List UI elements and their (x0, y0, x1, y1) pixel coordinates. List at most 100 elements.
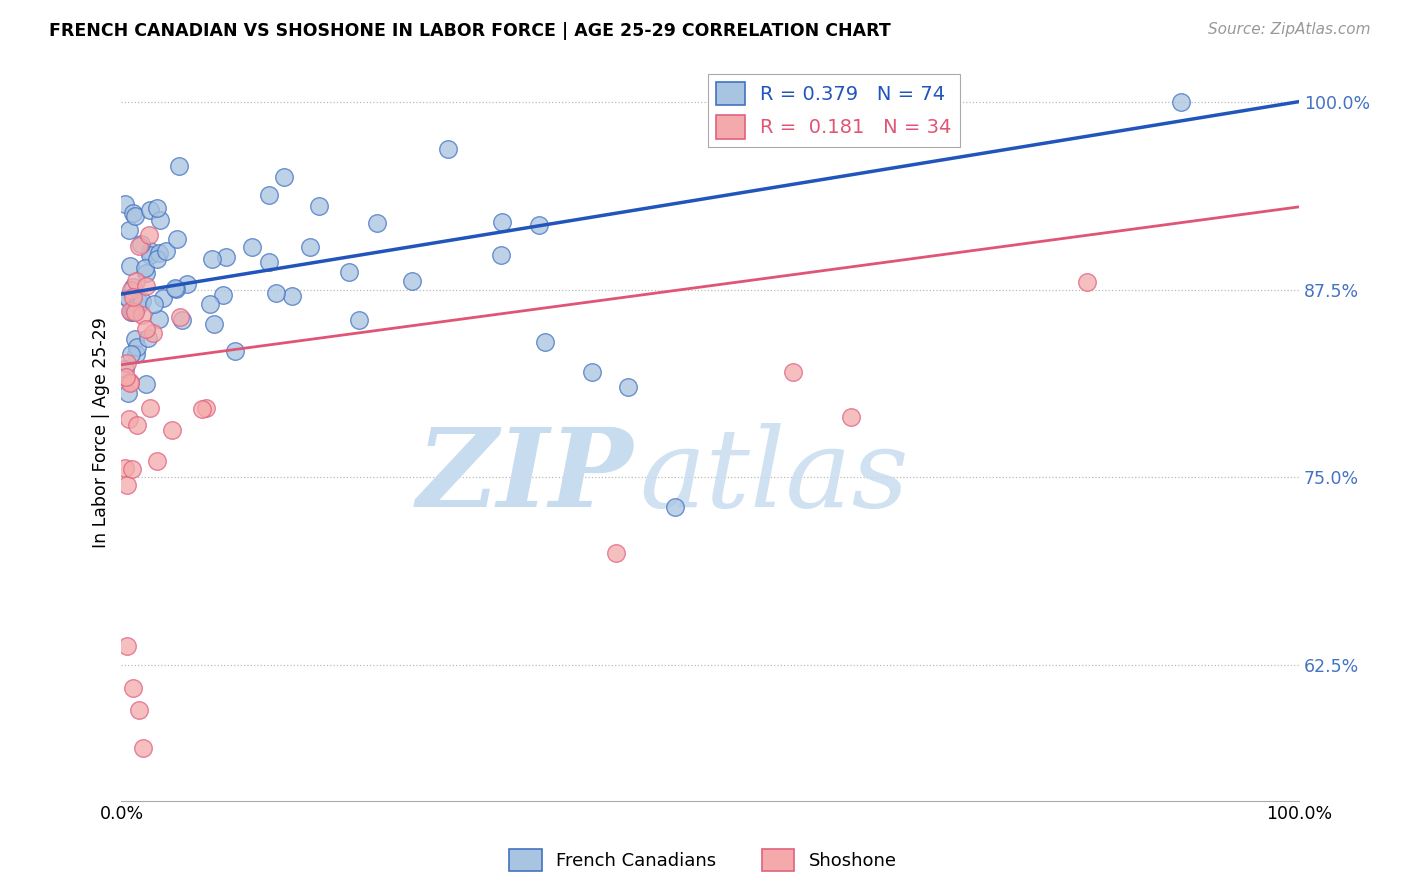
Point (117, 412, 139, 426)
Point (120, 283, 142, 297)
Point (135, 266, 157, 280)
Point (148, 312, 170, 326)
Point (491, 215, 513, 229)
Point (212, 288, 235, 302)
Point (115, 478, 138, 492)
Point (122, 206, 145, 220)
Point (122, 290, 145, 304)
Point (202, 318, 225, 332)
Point (489, 248, 512, 262)
Point (148, 212, 170, 227)
Point (616, 380, 638, 394)
Point (127, 340, 149, 354)
Point (166, 232, 188, 246)
Point (146, 454, 169, 468)
Point (129, 236, 152, 251)
Point (117, 639, 139, 653)
Legend: R = 0.379   N = 74, R =  0.181   N = 34: R = 0.379 N = 74, R = 0.181 N = 34 (707, 74, 959, 146)
Point (146, 252, 169, 267)
Point (136, 331, 159, 345)
Point (148, 245, 170, 260)
Point (163, 281, 186, 295)
Point (134, 261, 156, 276)
Point (125, 274, 148, 288)
Point (135, 322, 157, 336)
Point (124, 304, 146, 318)
Point (152, 291, 174, 305)
Point (224, 344, 246, 359)
Point (125, 418, 148, 433)
Point (124, 332, 146, 346)
Y-axis label: In Labor Force | Age 25-29: In Labor Force | Age 25-29 (93, 317, 110, 548)
Point (114, 197, 136, 211)
Point (138, 401, 160, 415)
Point (124, 209, 146, 223)
Point (264, 285, 287, 300)
Point (118, 223, 141, 237)
Point (118, 260, 141, 274)
Point (128, 295, 150, 310)
Point (155, 244, 177, 259)
Point (176, 277, 198, 291)
Point (135, 376, 157, 391)
Point (128, 703, 150, 717)
Point (122, 305, 145, 319)
Point (162, 423, 184, 437)
Point (1076, 275, 1098, 289)
Point (117, 291, 139, 305)
Text: FRENCH CANADIAN VS SHOSHONE IN LABOR FORCE | AGE 25-29 CORRELATION CHART: FRENCH CANADIAN VS SHOSHONE IN LABOR FOR… (49, 22, 891, 40)
Point (280, 289, 302, 303)
Point (142, 326, 165, 340)
Point (139, 244, 162, 258)
Point (131, 741, 153, 756)
Point (169, 310, 191, 325)
Point (257, 187, 280, 202)
Point (120, 347, 142, 361)
Point (190, 402, 212, 417)
Point (121, 461, 143, 475)
Point (143, 297, 166, 311)
Point (138, 228, 160, 243)
Point (139, 203, 162, 218)
Point (534, 335, 557, 350)
Point (366, 216, 388, 230)
Point (581, 365, 603, 379)
Point (135, 279, 157, 293)
Point (273, 170, 295, 185)
Point (115, 356, 138, 370)
Point (298, 240, 321, 254)
Text: ZIP: ZIP (418, 423, 634, 530)
Point (1170, 95, 1192, 109)
Point (198, 297, 221, 311)
Point (337, 265, 360, 279)
Point (125, 347, 148, 361)
Point (308, 199, 330, 213)
Point (117, 386, 139, 401)
Point (165, 282, 187, 296)
Point (114, 362, 136, 376)
Point (170, 312, 193, 326)
Point (127, 299, 149, 313)
Point (120, 376, 142, 390)
Point (122, 301, 145, 315)
Text: Source: ZipAtlas.com: Source: ZipAtlas.com (1208, 22, 1371, 37)
Point (120, 305, 142, 319)
Point (200, 252, 222, 266)
Point (131, 308, 153, 322)
Point (131, 293, 153, 308)
Point (122, 681, 145, 695)
Point (215, 250, 238, 264)
Point (841, 410, 863, 425)
Legend: French Canadians, Shoshone: French Canadians, Shoshone (502, 842, 904, 879)
Point (117, 291, 139, 305)
Point (527, 218, 550, 232)
Point (114, 461, 136, 475)
Point (128, 239, 150, 253)
Point (347, 313, 370, 327)
Point (114, 370, 136, 384)
Point (782, 365, 804, 379)
Point (167, 159, 190, 173)
Text: atlas: atlas (640, 423, 910, 530)
Point (664, 500, 686, 515)
Point (120, 375, 142, 389)
